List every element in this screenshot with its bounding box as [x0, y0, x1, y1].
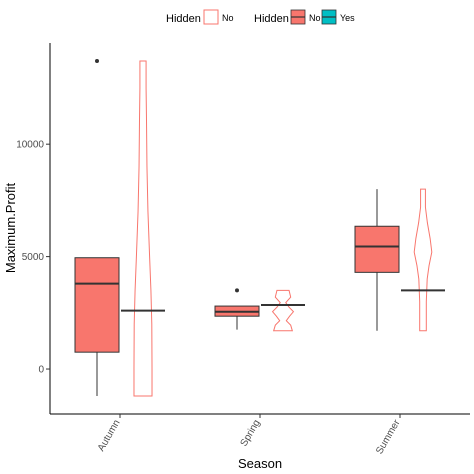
- y-axis-ticks: 0 5000 10000: [16, 140, 50, 376]
- legend-title-box: Hidden: [254, 13, 289, 25]
- y-tick-label: 5000: [22, 252, 45, 263]
- x-tick-label: Summer: [374, 417, 403, 456]
- plot-panel: [74, 58, 445, 397]
- legend-key-violin-no: [203, 9, 219, 25]
- legend-key-box-yes: [321, 9, 337, 25]
- box-summer: [354, 225, 400, 273]
- legend-key-box-no: [290, 9, 306, 25]
- y-axis-title: Maximum.Profit: [3, 182, 18, 273]
- outlier-point-spring: [235, 288, 239, 293]
- x-tick-label: Spring: [239, 418, 263, 449]
- x-tick-label: Autumn: [96, 418, 123, 453]
- legend-title-violin: Hidden: [166, 13, 201, 25]
- box-autumn: [74, 257, 120, 353]
- x-axis-title: Season: [238, 456, 282, 471]
- legend-label-box-no: No: [309, 13, 321, 23]
- legend: Hidden No Hidden No Yes: [166, 9, 355, 25]
- violin-spring: [271, 289, 295, 332]
- violin-summer: [413, 188, 433, 332]
- violin-autumn: [133, 60, 153, 397]
- outlier-point-autumn: [95, 58, 99, 63]
- legend-label-violin-no: No: [222, 13, 234, 23]
- x-axis-ticks: Autumn Spring Summer: [96, 414, 403, 456]
- y-tick-label: 10000: [16, 140, 44, 151]
- y-tick-label: 0: [38, 365, 44, 376]
- legend-label-box-yes: Yes: [340, 13, 355, 23]
